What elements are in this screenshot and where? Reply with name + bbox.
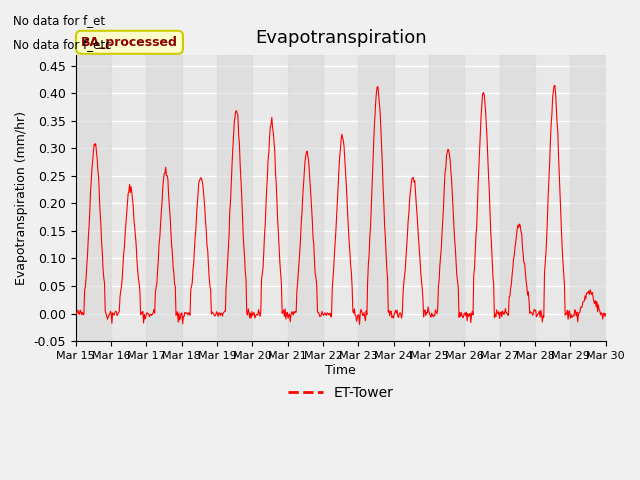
Bar (147, 55, 182, 341)
Y-axis label: Evapotranspiration (mm/hr): Evapotranspiration (mm/hr) (15, 111, 28, 285)
Bar (429, 55, 465, 341)
Bar (288, 55, 323, 341)
X-axis label: Time: Time (325, 364, 356, 377)
Text: BA_processed: BA_processed (81, 36, 178, 49)
Bar (358, 55, 394, 341)
Title: Evapotranspiration: Evapotranspiration (255, 29, 426, 48)
Text: No data for f_etc: No data for f_etc (13, 38, 111, 51)
Legend: ET-Tower: ET-Tower (282, 381, 399, 406)
Text: No data for f_et: No data for f_et (13, 14, 105, 27)
Bar (76, 55, 111, 341)
Bar (500, 55, 535, 341)
Bar (570, 55, 605, 341)
Bar (217, 55, 252, 341)
